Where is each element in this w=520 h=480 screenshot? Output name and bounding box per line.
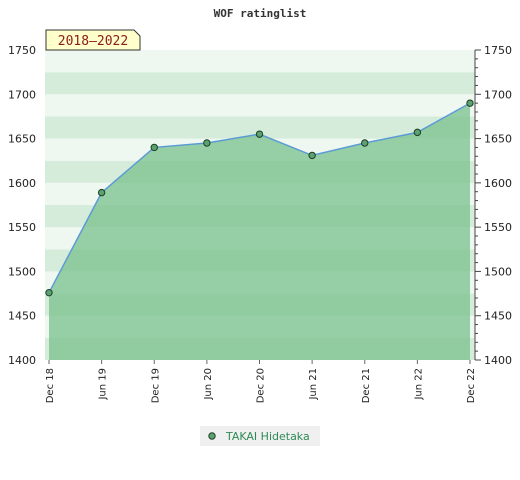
x-tick-label: Dec 19 [150,368,161,403]
data-point-dec-22 [466,99,474,107]
y-tick-label-right: 1600 [484,177,512,190]
y-tick-label-left: 1600 [8,177,36,190]
y-tick-label-right: 1550 [484,221,512,234]
chart-title: WOF ratinglist [214,7,307,20]
series-points [45,99,474,297]
background-band [45,50,475,73]
x-tick-label: Jun 21 [308,368,319,401]
period-badge: 2018–2022 [45,29,141,51]
x-tick-label: Dec 20 [256,368,267,403]
background-band [45,72,475,95]
legend-marker [208,432,216,440]
x-axis: Dec 18 Jun 19 Dec 19 Jun 20 Dec 20 Jun 21 Dec … [45,360,477,403]
y-tick-label-right: 1450 [484,310,512,323]
data-point-jun-20 [203,139,211,147]
y-axis-left: 1400 1450 1500 1550 1600 1650 1700 1750 [8,44,36,367]
y-tick-label-left: 1400 [8,354,36,367]
y-tick-label-left: 1550 [8,221,36,234]
y-tick-label-right: 1750 [484,44,512,57]
data-point-jun-22 [413,128,422,137]
x-tick-label: Dec 21 [361,368,372,403]
y-tick-label-left: 1700 [8,88,36,101]
y-axis-right: 1400 1450 1500 1550 1600 1650 1700 1750 [474,44,512,367]
period-badge-label: 2018–2022 [58,34,128,49]
y-tick-label-right: 1700 [484,88,512,101]
legend-box [200,426,320,446]
y-tick-label-left: 1450 [8,310,36,323]
x-tick-label: Jun 22 [413,368,424,401]
data-point-dec-18 [45,288,53,297]
period-badge-box [45,29,141,51]
x-tick-label: Jun 20 [203,368,214,401]
data-point-dec-21 [361,139,369,147]
legend: TAKAI Hidetaka [200,426,320,446]
x-tick-label: Dec 22 [466,368,477,403]
series-area [49,103,470,361]
data-point-jun-21 [308,151,316,160]
data-point-jun-19 [97,188,106,197]
data-point-dec-20 [255,130,264,138]
background-band [45,116,475,139]
y-tick-label-left: 1650 [8,133,36,146]
x-tick-label: Dec 18 [45,368,56,403]
x-tick-label: Jun 19 [98,368,109,401]
y-tick-label-right: 1650 [484,133,512,146]
background-band [45,94,475,117]
y-tick-label-left: 1750 [8,44,36,57]
data-point-dec-19 [150,143,158,152]
legend-label: TAKAI Hidetaka [225,430,310,443]
y-tick-label-left: 1500 [8,265,36,278]
y-tick-label-right: 1500 [484,265,512,278]
y-tick-label-right: 1400 [484,354,512,367]
